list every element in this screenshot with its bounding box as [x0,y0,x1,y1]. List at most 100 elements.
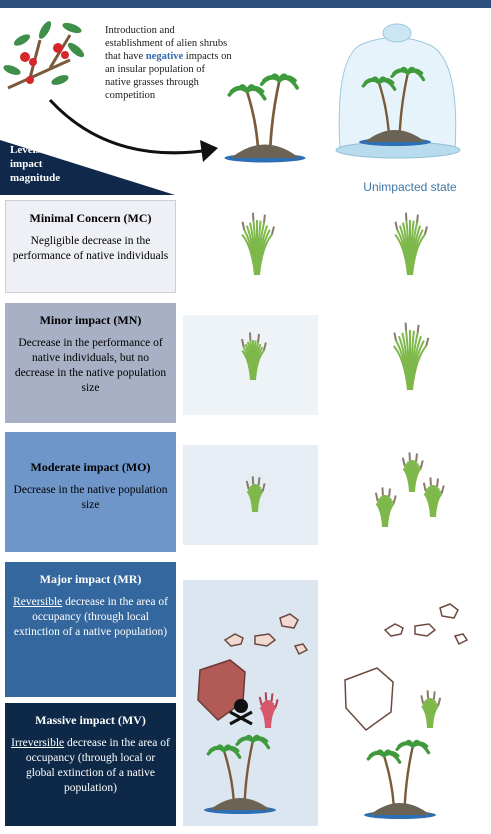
level-description-text: decrease in the area of occupancy (throu… [13,596,168,638]
grass [258,692,279,729]
grass [241,212,275,276]
bell-jar-knob [382,23,412,43]
blade [431,705,439,729]
seed-head [388,488,391,497]
blade [411,233,426,276]
island-shape [279,613,299,629]
grass [394,212,428,276]
seed-head [392,495,397,504]
island [369,803,431,815]
blade [269,706,277,729]
seed-head [258,696,263,706]
frond [390,69,410,78]
unimpacted-label: Unimpacted state [363,180,457,194]
seed-head [393,332,398,341]
island-shape [293,643,309,656]
palm-island [224,73,306,163]
seed-head [419,460,424,469]
island-shape [453,633,469,646]
seed-head [432,691,436,700]
levels-header: Levels of impact magnitude [10,144,61,184]
seed-head [436,478,439,487]
grass [420,690,442,729]
seed-head [416,214,419,223]
seed-head [425,337,430,347]
seed-head [394,221,399,230]
island-shape [414,623,437,637]
frond [206,746,226,756]
seed-head [420,695,425,704]
seed-head [270,693,274,702]
level-description: Negligible decrease in the performance o… [12,234,169,264]
grass [401,452,424,493]
seed-head [263,214,266,223]
grass [422,477,445,518]
palm-island [364,739,436,819]
frond [361,78,381,88]
frond [227,86,249,97]
trunk [403,745,414,804]
intro-highlight: negative [145,51,184,62]
big-island [344,667,394,731]
intro-after: impacts on an insular population of nati… [105,51,232,101]
blade [411,345,428,391]
seed-head [257,333,260,343]
seed-head [440,485,445,494]
trunk [398,72,409,131]
grass [374,487,397,528]
top-bar [0,0,491,8]
level-box: Minimal Concern (MC) Negligible decrease … [5,200,176,293]
island [364,130,426,142]
trunk [377,82,390,131]
level-title: Minor impact (MN) [39,313,142,327]
trunk [222,750,235,799]
level-box: Minor impact (MN) Decrease in the perform… [5,303,176,423]
level-emphasis: Reversible [13,596,63,608]
seed-head [270,226,275,235]
level-description-text: Negligible decrease in the performance o… [12,235,169,262]
frond [395,742,415,751]
blade [254,349,265,381]
level-title: Moderate impact (MO) [30,460,151,474]
grass [392,322,430,391]
level-description: Decrease in the performance of native in… [11,336,170,396]
seed-head [415,453,418,462]
shrub-icon [3,21,85,90]
seed-head [245,480,250,490]
arrow [48,98,211,155]
grass [245,476,266,513]
frond [366,751,386,761]
blade [258,233,273,276]
island-shape [254,633,277,647]
seed-head [437,697,442,707]
island [230,144,300,158]
level-title: Massive impact (MV) [35,713,146,727]
island-shape [439,603,459,619]
islands [223,613,309,656]
grass [241,332,267,381]
blade [256,490,264,513]
palm-island [204,734,276,814]
level-description: Decrease in the native population size [11,483,170,513]
trunk [243,740,254,799]
level-title: Major impact (MR) [39,572,142,586]
frond [235,737,255,746]
seed-head [374,492,379,501]
level-box: Major impact (MR) Reversible decrease in … [5,562,176,697]
palm-island [359,66,431,146]
intro-text: Introduction and establishment of alien … [105,24,233,102]
level-description-text: decrease in the area of occupancy (throu… [25,737,170,794]
trunk [269,80,281,146]
crossbones [229,710,253,726]
level-description-text: Decrease in the native population size [13,484,168,511]
seed-head [401,457,406,466]
blade [413,467,422,493]
level-box: Moderate impact (MO) Decrease in the nati… [5,432,176,552]
trunk [245,90,260,146]
islands [383,603,469,646]
blade [434,492,443,518]
seed-head [274,699,279,708]
trunk [382,755,395,804]
